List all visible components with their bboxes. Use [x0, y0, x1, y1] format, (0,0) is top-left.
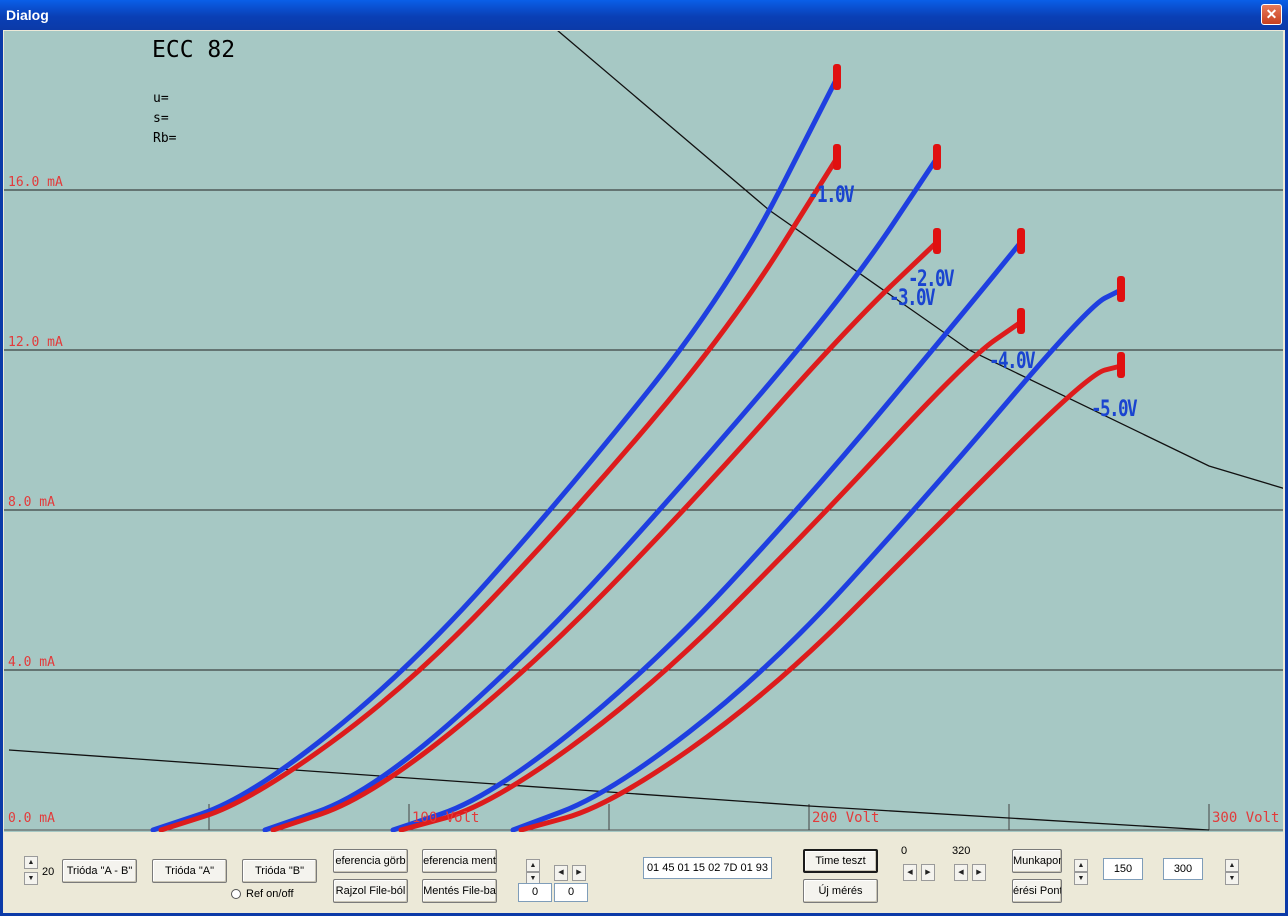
grid-label-1: -1.0V	[808, 183, 855, 208]
offset-right-button[interactable]: ▶	[572, 865, 586, 881]
mentes-file-button[interactable]: Mentés File-ba	[422, 879, 497, 903]
offset-up-button[interactable]: ▲	[526, 859, 540, 872]
value-150-field[interactable]: 150	[1103, 858, 1143, 880]
y-label-16: 16.0 mA	[8, 175, 63, 190]
time-teszt-button[interactable]: Time teszt	[803, 849, 878, 873]
characteristic-chart	[4, 31, 1283, 832]
grid-label-4: -5.0V	[1091, 397, 1138, 422]
param-rb: Rb=	[153, 131, 177, 146]
ref-onoff-radio[interactable]	[231, 889, 241, 899]
curve-end-marker-2	[833, 144, 841, 170]
x-label-300: 300 Volt	[1212, 810, 1280, 826]
curve-end-marker-5	[1017, 228, 1025, 254]
offset-left-button[interactable]: ◀	[554, 865, 568, 881]
curve-end-marker-1	[833, 64, 841, 90]
tube-name: ECC 82	[152, 37, 236, 63]
plot-area: ECC 82 u= s= Rb= 16.0 mA 12.0 mA 8.0 mA …	[4, 31, 1283, 832]
window-title: Dialog	[6, 7, 49, 23]
curve-end-marker-4	[933, 228, 941, 254]
value2-down-button[interactable]: ▼	[1225, 872, 1239, 885]
range-min-label: 0	[901, 845, 908, 857]
curve-blue-3	[262, 155, 940, 832]
curve-end-marker-6	[1017, 308, 1025, 334]
y-label-4: 4.0 mA	[8, 655, 55, 670]
ref-gorbe-button[interactable]: eferencia görb	[333, 849, 408, 873]
uj-meres-button[interactable]: Új mérés	[803, 879, 878, 903]
curve-end-marker-8	[1117, 352, 1125, 378]
ref-mentes-button[interactable]: eferencia ment	[422, 849, 497, 873]
grid-label-2b: -3.0V	[889, 286, 936, 311]
curve-red-4	[270, 239, 940, 832]
close-button[interactable]: ✕	[1261, 4, 1282, 25]
value-down-button[interactable]: ▼	[1074, 872, 1088, 885]
counter-down-button[interactable]: ▼	[24, 872, 38, 885]
munkapont-button[interactable]: Munkapon	[1012, 849, 1062, 873]
trioda-b-button[interactable]: Trióda "B"	[242, 859, 317, 883]
trioda-a-button[interactable]: Trióda "A"	[152, 859, 227, 883]
grid-label-3: -4.0V	[989, 349, 1036, 374]
range-min-right-button[interactable]: ▶	[921, 864, 935, 881]
param-s: s=	[153, 111, 169, 126]
offset-y-field[interactable]: 0	[554, 883, 588, 902]
curve-red-8	[518, 363, 1124, 832]
range-max-right-button[interactable]: ▶	[972, 864, 986, 881]
rajzol-file-button[interactable]: Rajzol File-ból	[333, 879, 408, 903]
range-max-left-button[interactable]: ◀	[954, 864, 968, 881]
curve-blue-1	[150, 75, 840, 832]
value-up-button[interactable]: ▲	[1074, 859, 1088, 872]
window-frame	[0, 30, 1288, 916]
trioda-ab-button[interactable]: Trióda "A - B"	[62, 859, 137, 883]
grid-label-2a: -2.0V	[908, 267, 955, 292]
value-300-field[interactable]: 300	[1163, 858, 1203, 880]
counter-value: 20	[42, 866, 55, 878]
y-label-12: 12.0 mA	[8, 335, 63, 350]
curve-blue-7	[510, 287, 1124, 832]
hex-data-field[interactable]: 01 45 01 15 02 7D 01 93	[643, 857, 772, 879]
meresi-pont-button[interactable]: érési Pont	[1012, 879, 1062, 903]
curve-blue-5	[390, 239, 1024, 832]
value2-up-button[interactable]: ▲	[1225, 859, 1239, 872]
counter-up-button[interactable]: ▲	[24, 856, 38, 869]
curve-end-marker-7	[1117, 276, 1125, 302]
x-label-100: 100 Volt	[412, 810, 480, 826]
curve-hyperbola	[557, 31, 1283, 489]
range-max-label: 320	[952, 845, 971, 857]
curve-red-6	[398, 319, 1024, 832]
range-min-left-button[interactable]: ◀	[903, 864, 917, 881]
y-label-8: 8.0 mA	[8, 495, 55, 510]
x-label-200: 200 Volt	[812, 810, 880, 826]
ref-onoff-label: Ref on/off	[246, 888, 294, 900]
curve-red-2	[158, 155, 840, 832]
y-label-0: 0.0 mA	[8, 811, 55, 826]
param-u: u=	[153, 91, 169, 106]
curve-load_line	[8, 749, 1210, 831]
title-bar: Dialog ✕	[0, 0, 1288, 30]
curve-end-marker-3	[933, 144, 941, 170]
offset-x-field[interactable]: 0	[518, 883, 552, 902]
